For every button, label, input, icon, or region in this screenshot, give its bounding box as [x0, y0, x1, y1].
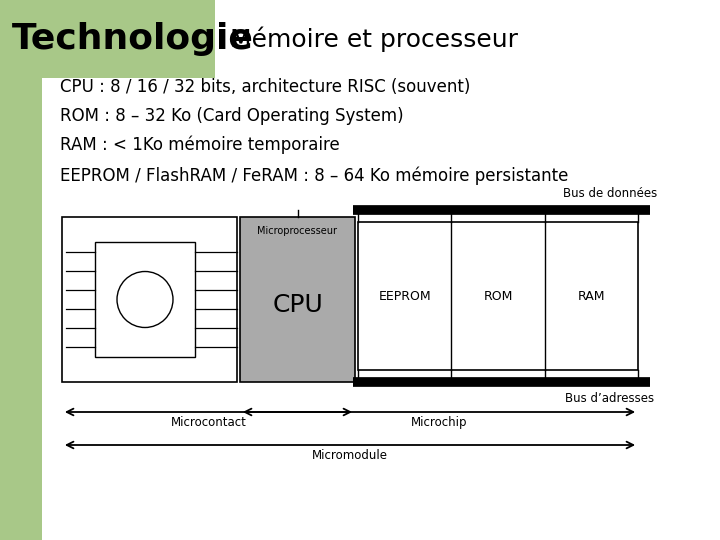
- Text: Microprocesseur: Microprocesseur: [258, 226, 338, 236]
- Bar: [62, 217, 237, 382]
- Bar: [358, 222, 638, 370]
- Text: EEPROM / FlashRAM / FeRAM : 8 – 64 Ko mémoire persistante: EEPROM / FlashRAM / FeRAM : 8 – 64 Ko mé…: [60, 167, 568, 185]
- Text: CPU : 8 / 16 / 32 bits, architecture RISC (souvent): CPU : 8 / 16 / 32 bits, architecture RIS…: [60, 78, 470, 96]
- Text: EEPROM: EEPROM: [378, 289, 431, 302]
- Circle shape: [117, 272, 173, 327]
- Bar: [0, 78, 42, 540]
- Text: ROM : 8 – 32 Ko (Card Operating System): ROM : 8 – 32 Ko (Card Operating System): [60, 107, 404, 125]
- Text: RAM: RAM: [577, 289, 605, 302]
- Text: ROM: ROM: [483, 289, 513, 302]
- Text: Technologie: Technologie: [12, 22, 254, 56]
- Text: Bus de données: Bus de données: [563, 187, 657, 200]
- Bar: [240, 217, 355, 382]
- Text: Microcontact: Microcontact: [171, 416, 246, 429]
- Text: Microchip: Microchip: [410, 416, 467, 429]
- Text: Micromodule: Micromodule: [312, 449, 388, 462]
- Bar: [95, 242, 195, 357]
- Text: RAM : < 1Ko mémoire temporaire: RAM : < 1Ko mémoire temporaire: [60, 136, 340, 154]
- Text: Mémoire et processeur: Mémoire et processeur: [230, 26, 518, 52]
- Text: CPU: CPU: [272, 293, 323, 316]
- Text: Bus d’adresses: Bus d’adresses: [565, 392, 654, 405]
- Bar: [0, 0, 215, 78]
